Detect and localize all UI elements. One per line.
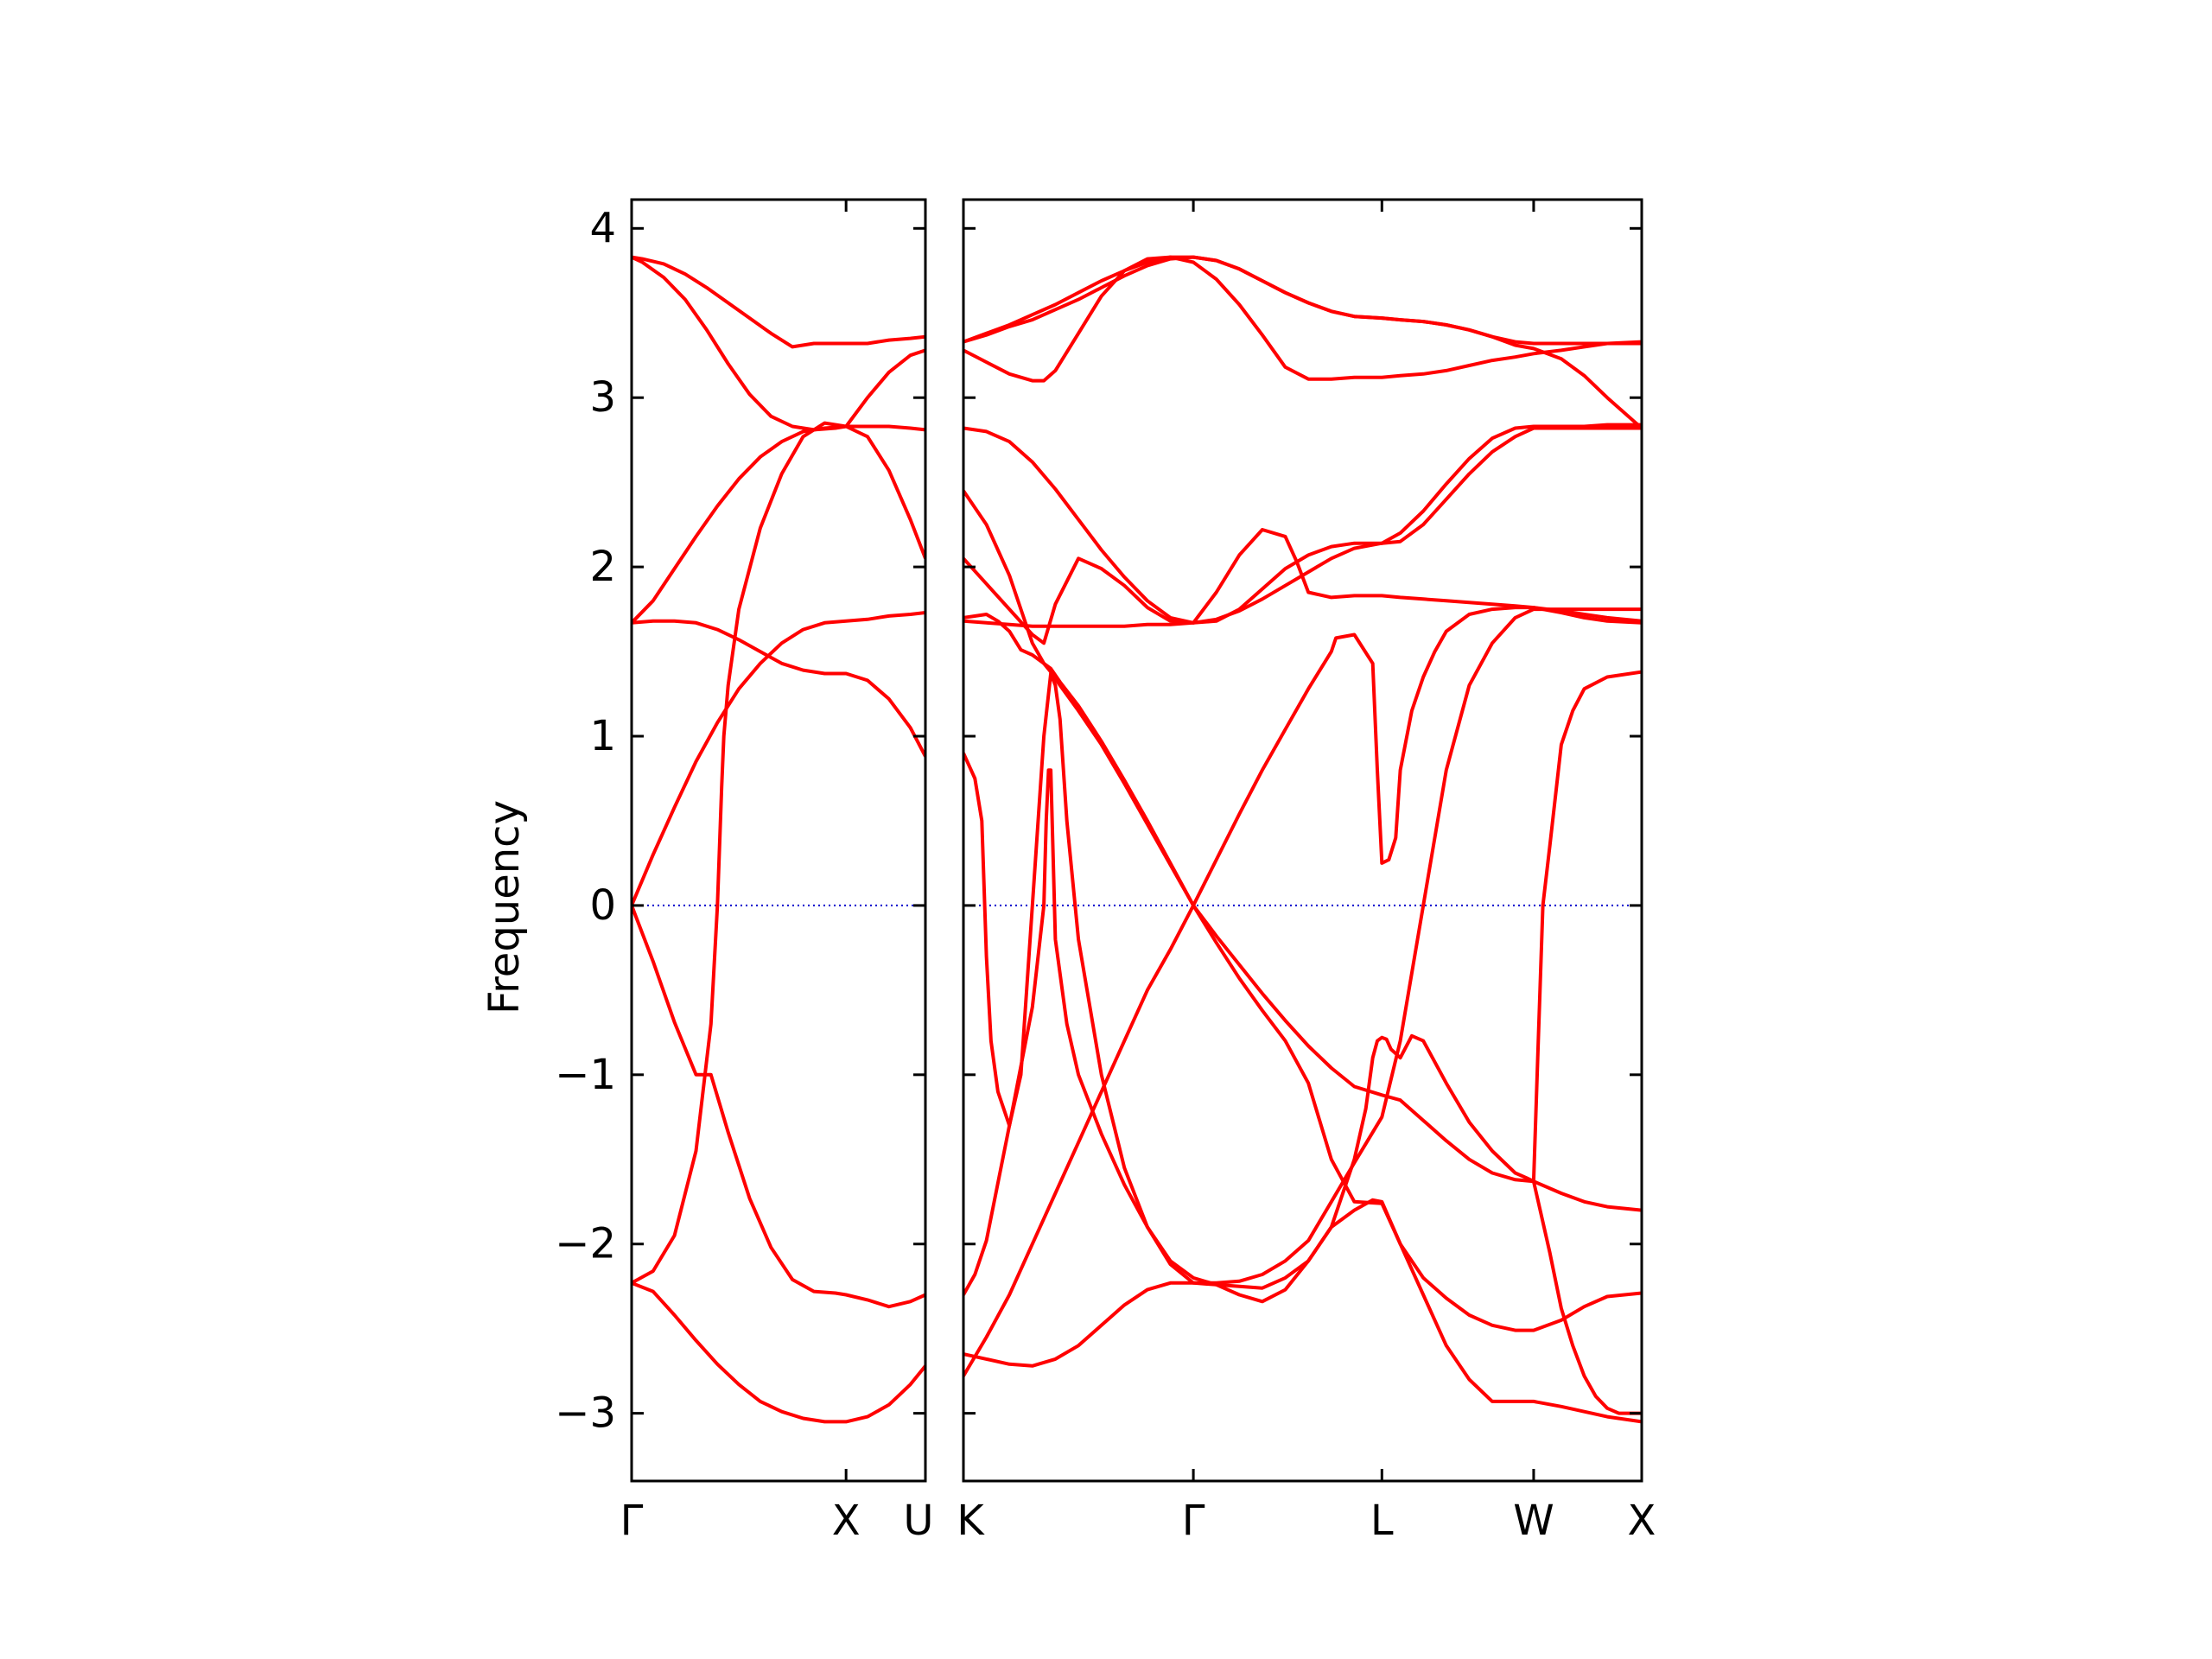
phonon-band [963,613,1642,1212]
y-tick-label: 2 [589,543,616,591]
phonon-band [963,903,1642,1424]
phonon-band [963,255,1642,383]
phonon-band [963,423,1642,628]
y-tick-label: 4 [589,204,616,252]
phonon-band [632,905,925,1309]
band-group [632,255,925,1424]
phonon-band [963,489,1642,907]
phonon-band [963,528,1642,645]
panel-frame [630,198,927,1483]
y-tick-label: −2 [555,1220,616,1268]
y-tick-label: −1 [555,1051,616,1099]
x-tick-label: K [957,1497,985,1545]
phonon-band [1531,670,1642,1182]
y-tick-label: 3 [589,373,616,422]
phonon-band [963,768,1642,1332]
phonon-band [632,348,925,1285]
y-tick-label: 1 [589,712,616,760]
phonon-band [963,607,1642,1368]
x-tick-label: X [1628,1497,1656,1545]
phonon-band [1531,1180,1642,1415]
x-tick-label: X [832,1497,861,1545]
x-tick-label: U [903,1497,933,1545]
phonon-band [632,255,925,560]
phonon-band [632,1281,925,1424]
y-axis-label: Frequency [480,800,529,1014]
x-tick-label: Γ [1182,1497,1205,1545]
x-tick-label: L [1370,1497,1394,1545]
phonon-band [963,426,1642,625]
phonon-band [632,611,925,906]
y-tick-label: 0 [589,881,616,930]
phonon-band [963,255,1642,429]
y-tick-label: −3 [555,1389,616,1438]
x-tick-label: W [1513,1497,1554,1545]
phonon-band [632,255,925,349]
phonon-band [632,619,925,758]
band-group [963,255,1642,1424]
x-tick-label: Γ [620,1497,644,1545]
panel-frame [962,198,1643,1483]
phonon-band [632,424,925,625]
